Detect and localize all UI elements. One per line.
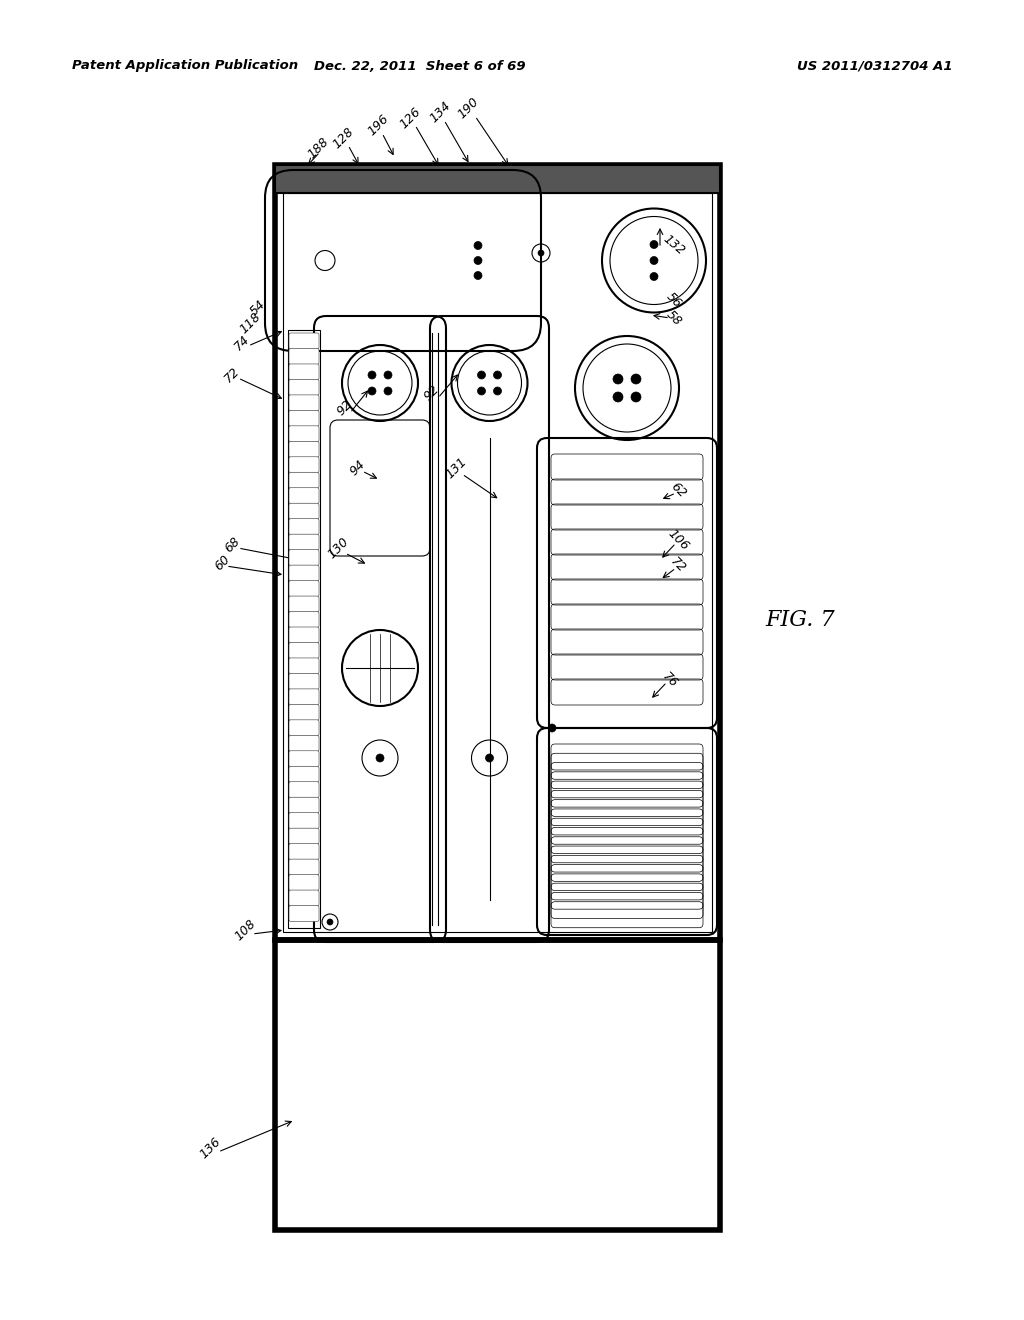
FancyBboxPatch shape	[289, 828, 319, 845]
Text: 118: 118	[237, 310, 263, 337]
FancyBboxPatch shape	[289, 457, 319, 473]
FancyBboxPatch shape	[289, 643, 319, 659]
Text: 190: 190	[455, 95, 481, 121]
Circle shape	[368, 387, 376, 395]
Circle shape	[548, 723, 556, 733]
FancyBboxPatch shape	[289, 875, 319, 891]
FancyBboxPatch shape	[289, 395, 319, 411]
Text: 54: 54	[248, 298, 268, 318]
FancyBboxPatch shape	[289, 519, 319, 535]
FancyBboxPatch shape	[289, 705, 319, 721]
Text: 136: 136	[197, 1135, 223, 1162]
Circle shape	[494, 387, 502, 395]
Text: 134: 134	[427, 99, 453, 125]
FancyBboxPatch shape	[289, 535, 319, 550]
Bar	[275, 940, 720, 1230]
FancyBboxPatch shape	[289, 843, 319, 859]
FancyBboxPatch shape	[289, 767, 319, 783]
Circle shape	[650, 240, 658, 248]
Circle shape	[631, 374, 641, 384]
Text: 131: 131	[443, 455, 469, 480]
FancyBboxPatch shape	[289, 735, 319, 751]
Circle shape	[613, 392, 623, 403]
FancyBboxPatch shape	[289, 379, 319, 396]
Text: 92: 92	[422, 383, 442, 403]
FancyBboxPatch shape	[289, 549, 319, 566]
Circle shape	[384, 387, 392, 395]
FancyBboxPatch shape	[289, 890, 319, 906]
Circle shape	[327, 919, 333, 925]
Text: 92: 92	[335, 397, 355, 418]
Circle shape	[631, 392, 641, 403]
FancyBboxPatch shape	[289, 581, 319, 597]
FancyBboxPatch shape	[289, 657, 319, 675]
Text: 56: 56	[664, 290, 684, 310]
FancyBboxPatch shape	[289, 689, 319, 705]
Text: 68: 68	[222, 535, 243, 556]
FancyBboxPatch shape	[289, 473, 319, 488]
FancyBboxPatch shape	[289, 781, 319, 797]
Text: 196: 196	[365, 112, 391, 139]
Text: US 2011/0312704 A1: US 2011/0312704 A1	[797, 59, 952, 73]
Text: FIG. 7: FIG. 7	[765, 609, 835, 631]
FancyBboxPatch shape	[289, 906, 319, 921]
Text: 60: 60	[212, 553, 232, 573]
FancyBboxPatch shape	[289, 411, 319, 426]
Text: 72: 72	[222, 364, 243, 385]
FancyBboxPatch shape	[289, 797, 319, 813]
Circle shape	[538, 249, 544, 256]
FancyBboxPatch shape	[289, 719, 319, 735]
Text: 130: 130	[325, 535, 351, 561]
FancyBboxPatch shape	[289, 859, 319, 875]
Circle shape	[494, 371, 502, 379]
Text: 62: 62	[668, 479, 688, 500]
Text: 132: 132	[660, 232, 687, 257]
Text: 188: 188	[305, 135, 331, 161]
Circle shape	[384, 371, 392, 379]
FancyBboxPatch shape	[289, 348, 319, 364]
FancyBboxPatch shape	[289, 813, 319, 829]
FancyBboxPatch shape	[289, 751, 319, 767]
Circle shape	[474, 272, 482, 280]
Text: 72: 72	[668, 554, 688, 576]
FancyBboxPatch shape	[289, 487, 319, 504]
Circle shape	[613, 374, 623, 384]
Circle shape	[376, 754, 384, 762]
Text: 76: 76	[659, 669, 680, 690]
Circle shape	[477, 371, 485, 379]
Bar	[275, 165, 720, 193]
Circle shape	[485, 754, 494, 762]
Text: 74: 74	[231, 333, 252, 354]
FancyBboxPatch shape	[289, 627, 319, 643]
Text: 108: 108	[231, 917, 258, 942]
Text: 126: 126	[397, 104, 423, 131]
Text: Patent Application Publication: Patent Application Publication	[72, 59, 298, 73]
FancyBboxPatch shape	[289, 565, 319, 581]
Text: 58: 58	[664, 308, 684, 329]
Bar	[275, 165, 720, 940]
Text: Dec. 22, 2011  Sheet 6 of 69: Dec. 22, 2011 Sheet 6 of 69	[314, 59, 525, 73]
Circle shape	[368, 371, 376, 379]
FancyBboxPatch shape	[289, 597, 319, 612]
FancyBboxPatch shape	[289, 333, 319, 348]
Circle shape	[650, 272, 658, 281]
Circle shape	[474, 256, 482, 264]
Text: 94: 94	[348, 458, 369, 478]
Circle shape	[650, 256, 658, 264]
Bar	[283, 193, 712, 932]
FancyBboxPatch shape	[289, 364, 319, 380]
Text: 128: 128	[330, 125, 356, 150]
Circle shape	[474, 242, 482, 249]
Circle shape	[477, 387, 485, 395]
FancyBboxPatch shape	[289, 426, 319, 442]
FancyBboxPatch shape	[289, 611, 319, 627]
FancyBboxPatch shape	[289, 503, 319, 519]
Bar	[288, 330, 319, 928]
FancyBboxPatch shape	[289, 673, 319, 689]
FancyBboxPatch shape	[289, 441, 319, 457]
Text: 106: 106	[665, 527, 691, 553]
